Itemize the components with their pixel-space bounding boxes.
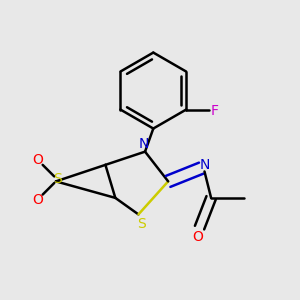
Text: N: N xyxy=(199,158,210,172)
Text: N: N xyxy=(138,137,148,152)
Text: O: O xyxy=(192,230,203,244)
Text: F: F xyxy=(210,104,218,118)
Text: S: S xyxy=(53,172,62,186)
Text: O: O xyxy=(32,193,43,206)
Text: S: S xyxy=(137,217,146,231)
Text: O: O xyxy=(32,153,43,167)
